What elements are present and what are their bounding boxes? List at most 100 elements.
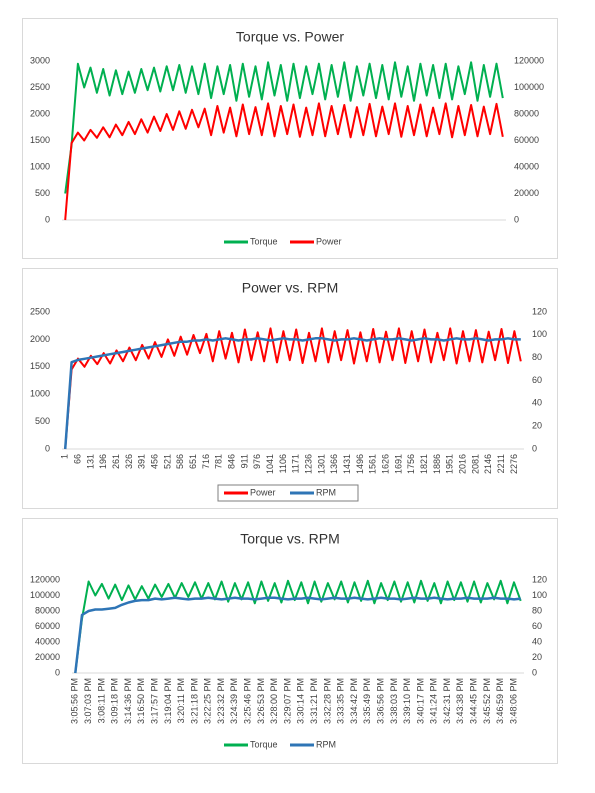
x-tick-label: 3:09:18 PM	[110, 678, 120, 724]
x-tick-label: 3:08:11 PM	[96, 678, 106, 723]
x-tick-label: 3:25:46 PM	[243, 678, 253, 724]
x-tick-label: 716	[201, 454, 211, 469]
y-tick-label: 3000	[30, 55, 50, 65]
y-tick-label: 1000	[30, 161, 50, 171]
x-tick-label: 521	[162, 454, 172, 469]
y2-tick-label: 120	[532, 306, 547, 316]
x-tick-label: 261	[111, 454, 121, 469]
x-tick-label: 3:39:10 PM	[402, 678, 412, 724]
y-tick-label: 0	[45, 214, 50, 224]
y-tick-label: 1500	[30, 361, 50, 371]
y2-tick-label: 100	[532, 590, 547, 600]
x-tick-label: 3:36:56 PM	[375, 678, 385, 724]
y2-tick-label: 100000	[514, 82, 544, 92]
y-tick-label: 120000	[30, 574, 60, 584]
x-tick-label: 3:05:56 PM	[70, 678, 80, 724]
series-line	[64, 102, 504, 221]
series-line	[74, 596, 521, 674]
x-tick-label: 1626	[380, 454, 390, 474]
x-tick-label: 3:30:14 PM	[296, 678, 306, 724]
y2-tick-label: 80	[532, 352, 542, 362]
x-tick-label: 3:32:28 PM	[322, 678, 332, 724]
x-tick-label: 1821	[419, 454, 429, 474]
legend-frame	[217, 484, 359, 502]
y-tick-label: 40000	[35, 636, 60, 646]
x-tick-label: 1951	[445, 454, 455, 474]
x-tick-label: 3:17:57 PM	[149, 678, 159, 724]
y2-tick-label: 60	[532, 621, 542, 631]
x-tick-label: 976	[252, 454, 262, 469]
x-tick-label: 2146	[483, 454, 493, 474]
x-tick-label: 391	[137, 454, 147, 469]
y2-tick-label: 60000	[514, 135, 539, 145]
x-tick-label: 1756	[406, 454, 416, 474]
y2-tick-label: 20000	[514, 188, 539, 198]
y-tick-label: 1500	[30, 135, 50, 145]
x-tick-label: 3:44:45 PM	[469, 678, 479, 724]
x-tick-label: 2016	[457, 454, 467, 474]
y2-tick-label: 0	[514, 214, 519, 224]
x-tick-label: 3:24:39 PM	[229, 678, 239, 724]
x-tick-label: 1691	[393, 454, 403, 474]
x-tick-label: 3:21:18 PM	[189, 678, 199, 724]
y-tick-label: 80000	[35, 605, 60, 615]
x-tick-label: 3:07:03 PM	[83, 678, 93, 724]
y-tick-label: 60000	[35, 621, 60, 631]
y2-tick-label: 60	[532, 375, 542, 385]
x-tick-label: 3:45:52 PM	[482, 678, 492, 724]
y2-tick-label: 80000	[514, 108, 539, 118]
y-tick-label: 500	[35, 188, 50, 198]
y-tick-label: 2500	[30, 306, 50, 316]
x-tick-label: 1496	[355, 454, 365, 474]
x-tick-label: 3:43:38 PM	[455, 678, 465, 724]
x-tick-label: 2081	[470, 454, 480, 474]
x-tick-label: 1431	[342, 454, 352, 474]
series-line	[63, 337, 521, 450]
y2-tick-label: 100	[532, 329, 547, 339]
x-tick-label: 1041	[265, 454, 275, 474]
legend-label: Torque	[250, 236, 278, 246]
y2-tick-label: 40000	[514, 161, 539, 171]
x-tick-label: 66	[72, 454, 82, 464]
x-tick-label: 456	[149, 454, 159, 469]
x-tick-label: 2211	[496, 454, 506, 473]
x-tick-label: 131	[85, 454, 95, 469]
x-tick-label: 3:33:35 PM	[336, 678, 346, 724]
x-tick-label: 3:20:11 PM	[176, 678, 186, 723]
x-tick-label: 1236	[303, 454, 313, 474]
x-tick-label: 3:48:06 PM	[508, 678, 518, 724]
x-tick-label: 3:22:25 PM	[203, 678, 213, 724]
y2-tick-label: 20	[532, 652, 542, 662]
x-tick-label: 2276	[509, 454, 519, 474]
legend-label: Torque	[250, 739, 278, 749]
y-tick-label: 500	[35, 416, 50, 426]
x-tick-label: 3:42:31 PM	[442, 678, 452, 724]
y2-tick-label: 20	[532, 421, 542, 431]
x-tick-label: 3:31:21 PM	[309, 678, 319, 724]
y2-tick-label: 120	[532, 574, 547, 584]
y-tick-label: 100000	[30, 590, 60, 600]
x-tick-label: 1886	[432, 454, 442, 474]
x-tick-label: 3:14:36 PM	[123, 678, 133, 724]
x-tick-label: 651	[188, 454, 198, 469]
x-tick-label: 3:23:32 PM	[216, 678, 226, 724]
x-tick-label: 3:35:49 PM	[362, 678, 372, 724]
x-tick-label: 196	[98, 454, 108, 469]
x-tick-label: 1171	[291, 454, 301, 473]
x-tick-label: 3:29:07 PM	[282, 678, 292, 724]
y2-tick-label: 40	[532, 636, 542, 646]
x-tick-label: 1561	[368, 454, 378, 474]
y2-tick-label: 40	[532, 398, 542, 408]
x-tick-label: 1	[60, 454, 70, 459]
y-tick-label: 0	[55, 667, 60, 677]
y-tick-label: 0	[45, 443, 50, 453]
chart-title: Power vs. RPM	[242, 280, 338, 296]
x-tick-label: 3:41:24 PM	[429, 678, 439, 724]
x-tick-label: 3:40:17 PM	[415, 678, 425, 724]
x-tick-label: 3:34:42 PM	[349, 678, 359, 724]
chart-title: Torque vs. RPM	[240, 531, 340, 547]
x-tick-label: 3:26:53 PM	[256, 678, 266, 724]
y-tick-label: 2000	[30, 334, 50, 344]
